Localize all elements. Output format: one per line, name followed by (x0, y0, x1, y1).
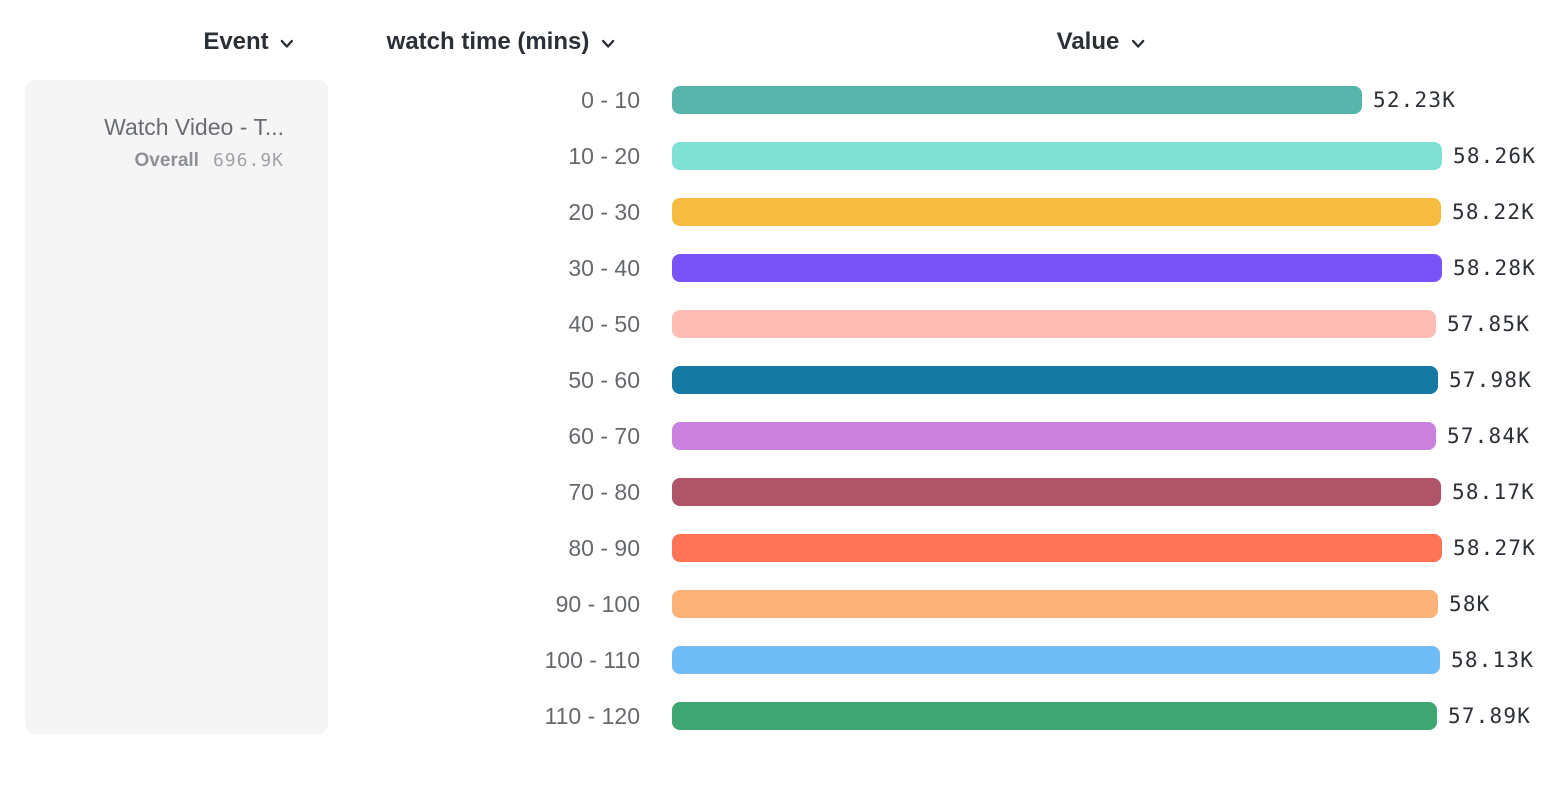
bar-segment[interactable] (672, 590, 1438, 618)
chart-row: 60 - 70 57.84K (0, 408, 1568, 464)
overall-row: Overall 696.9K (41, 150, 284, 172)
category-label: 100 - 110 (544, 646, 640, 673)
value-column-dropdown[interactable]: Value (1057, 27, 1146, 57)
overall-value: 696.9K (212, 149, 284, 171)
bar-segment[interactable] (672, 198, 1441, 226)
value-label: 58.27K (1453, 536, 1537, 560)
chart-row: 50 - 60 57.98K (0, 352, 1568, 408)
overall-label: Overall (134, 149, 199, 171)
category-label: 0 - 10 (581, 86, 640, 113)
bar-segment[interactable] (672, 310, 1436, 338)
bar-segment[interactable] (672, 422, 1436, 450)
chart-row: 30 - 40 58.28K (0, 240, 1568, 296)
category-label: 70 - 80 (568, 478, 640, 505)
chevron-down-icon (280, 39, 295, 49)
value-label: 58.28K (1453, 256, 1537, 280)
chart-row: 70 - 80 58.17K (0, 464, 1568, 520)
bar-segment[interactable] (672, 254, 1442, 282)
bar-chart: 0 - 10 52.23K 10 - 20 58.26K 20 - 30 58.… (0, 72, 1568, 744)
event-column-label: Event (203, 28, 269, 55)
bar-segment[interactable] (672, 646, 1440, 674)
value-label: 58.17K (1452, 480, 1536, 504)
chart-row: 40 - 50 57.85K (0, 296, 1568, 352)
value-label: 58.26K (1453, 144, 1537, 168)
bar-segment[interactable] (672, 478, 1441, 506)
category-label: 10 - 20 (568, 142, 640, 169)
value-label: 57.84K (1447, 424, 1531, 448)
category-label: 60 - 70 (568, 422, 640, 449)
value-label: 52.23K (1373, 88, 1457, 112)
value-label: 58K (1449, 592, 1491, 616)
value-label: 58.13K (1451, 648, 1535, 672)
chart-row: 80 - 90 58.27K (0, 520, 1568, 576)
bar-segment[interactable] (672, 534, 1442, 562)
bar-segment[interactable] (672, 142, 1442, 170)
chart-row: 100 - 110 58.13K (0, 632, 1568, 688)
chart-row: 20 - 30 58.22K (0, 184, 1568, 240)
chart-row: 90 - 100 58K (0, 576, 1568, 632)
event-column-dropdown[interactable]: Event (203, 27, 294, 57)
bar-segment[interactable] (672, 86, 1362, 114)
event-name: Watch Video - T... (104, 114, 284, 140)
category-label: 30 - 40 (568, 254, 640, 281)
category-label: 110 - 120 (544, 702, 640, 729)
chart-row: 110 - 120 57.89K (0, 688, 1568, 744)
chevron-down-icon (600, 39, 615, 49)
event-card[interactable]: Watch Video - T... Overall 696.9K (25, 80, 328, 734)
category-label: 50 - 60 (568, 366, 640, 393)
category-label: 80 - 90 (568, 534, 640, 561)
category-label: 20 - 30 (568, 198, 640, 225)
bar-segment[interactable] (672, 702, 1437, 730)
chart-row: 10 - 20 58.26K (0, 128, 1568, 184)
value-label: 57.85K (1447, 312, 1531, 336)
value-label: 57.98K (1449, 368, 1533, 392)
value-label: 58.22K (1452, 200, 1536, 224)
bar-segment[interactable] (672, 366, 1438, 394)
value-label: 57.89K (1448, 704, 1532, 728)
value-column-label: Value (1056, 28, 1120, 55)
chart-row: 0 - 10 52.23K (0, 72, 1568, 128)
breakdown-column-label: watch time (mins) (386, 28, 590, 55)
chevron-down-icon (1130, 39, 1145, 49)
breakdown-column-dropdown[interactable]: watch time (mins) (387, 27, 616, 57)
category-label: 90 - 100 (555, 590, 640, 617)
category-label: 40 - 50 (568, 310, 640, 337)
